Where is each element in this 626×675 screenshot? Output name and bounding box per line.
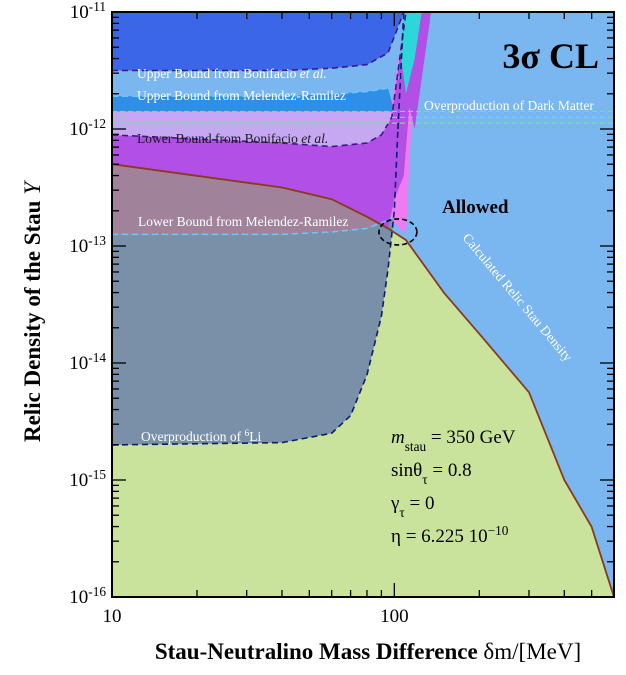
y-tick-label: 10-15 xyxy=(69,467,106,492)
li6-label: Overproduction of 6Li xyxy=(141,429,261,444)
dark-matter-label: Overproduction of Dark Matter xyxy=(424,98,594,113)
parameter-2-part: τ xyxy=(399,505,405,520)
y-tick-exp: -14 xyxy=(88,350,106,365)
lower-bonifacio-label: Lower Bound from Bonifacio et al. xyxy=(137,131,328,146)
li6-label-part: 6 xyxy=(244,429,249,439)
x-tick-label: 10 xyxy=(103,606,122,627)
purple-wedge xyxy=(406,12,432,129)
y-tick-exp: -15 xyxy=(88,467,106,482)
x-axis-label: Stau-Neutralino Mass Difference δm/[MeV] xyxy=(155,639,581,664)
y-tick-exp: -11 xyxy=(89,0,106,14)
upper-bonifacio-line xyxy=(112,12,405,72)
plot-curves xyxy=(112,12,614,597)
x-axis-symbol: δm/[MeV] xyxy=(483,639,581,664)
y-tick-exp: -13 xyxy=(88,233,106,248)
parameter-3: η = 6.225 10−10 xyxy=(391,523,509,548)
x-tick-label: 100 xyxy=(380,606,409,627)
parameter-1-part: = 0.8 xyxy=(428,460,472,481)
li6-region xyxy=(112,129,398,445)
parameter-1-part: τ xyxy=(422,472,428,487)
upper-bonifacio-label-part: et al. xyxy=(300,66,327,81)
confidence-label: 3σ CL xyxy=(502,36,599,76)
li6-label-part: Overproduction of xyxy=(141,429,244,444)
parameter-0-part: m xyxy=(391,427,405,448)
y-tick-base: 10 xyxy=(69,470,88,491)
y-tick-base: 10 xyxy=(69,236,88,257)
upper-melendez-line xyxy=(112,69,407,97)
upper-bonifacio-label: Upper Bound from Bonifacio et al. xyxy=(137,66,327,81)
y-tick-exp: -12 xyxy=(88,116,106,131)
plot-regions xyxy=(112,12,614,597)
lower-bonifacio-label-part: et al. xyxy=(301,131,328,146)
parameter-2: γτ = 0 xyxy=(390,493,434,520)
y-tick-label: 10-14 xyxy=(69,350,106,375)
parameter-1-part: sinθ xyxy=(391,460,422,481)
plot-frame xyxy=(111,11,615,598)
allowed-label: Allowed xyxy=(442,197,509,218)
parameter-0: mstau = 350 GeV xyxy=(391,427,516,454)
allowed-circle xyxy=(378,218,418,246)
y-tick-exp: -16 xyxy=(88,584,106,599)
parameter-2-part: γ xyxy=(390,493,399,514)
y-tick-label: 10-12 xyxy=(69,116,106,141)
li6-label-part: Li xyxy=(249,429,261,444)
y-axis-label: Relic Density of the Stau Y xyxy=(20,180,45,442)
parameter-1: sinθτ = 0.8 xyxy=(391,460,472,487)
y-tick-label: 10-16 xyxy=(69,584,106,609)
upper-bonifacio-region xyxy=(112,12,404,71)
lower-bonifacio-label-part: Lower Bound from Bonifacio xyxy=(137,131,301,146)
y-tick-base: 10 xyxy=(69,353,88,374)
dark-matter-label-part: Overproduction of Dark Matter xyxy=(424,98,594,113)
parameter-3-part: −10 xyxy=(488,523,509,538)
upper-melendez-band xyxy=(112,88,395,112)
y-tick-base: 10 xyxy=(70,2,89,23)
cyan-wedge xyxy=(400,12,422,94)
y-tick-label: 10-13 xyxy=(69,233,106,258)
y-tick-label: 10-11 xyxy=(70,0,106,23)
parameter-3-part: = 6.225 10 xyxy=(401,526,488,547)
relic-curve xyxy=(112,163,614,597)
y-axis-title: Relic Density of the Stau xyxy=(20,195,45,442)
li6-line xyxy=(112,128,399,446)
parameter-2-part: = 0 xyxy=(405,493,435,514)
upper-melendez-label: Upper Bound from Melendez-Ramilez xyxy=(137,88,346,103)
parameter-3-part: η xyxy=(391,526,401,547)
y-axis-symbol: Y xyxy=(20,180,45,195)
upper-melendez-label-part: Upper Bound from Melendez-Ramilez xyxy=(137,88,346,103)
parameter-0-part: stau xyxy=(405,439,427,454)
lower-melendez-label-part: Lower Bound from Melendez-Ramilez xyxy=(138,214,348,229)
lower-melendez-label: Lower Bound from Melendez-Ramilez xyxy=(138,214,348,229)
upper-bonifacio-label-part: Upper Bound from Bonifacio xyxy=(137,66,300,81)
lower-melendez-line xyxy=(112,216,395,236)
axis-labels: Stau-Neutralino Mass Difference δm/[MeV]… xyxy=(20,180,581,664)
y-tick-base: 10 xyxy=(69,587,88,608)
lower-melendez-region xyxy=(112,164,395,235)
y-tick-base: 10 xyxy=(69,119,88,140)
x-axis-title: Stau-Neutralino Mass Difference xyxy=(155,639,484,664)
parameter-0-part: = 350 GeV xyxy=(426,427,516,448)
plot-border xyxy=(111,11,615,598)
lower-bonifacio-line xyxy=(112,12,407,148)
